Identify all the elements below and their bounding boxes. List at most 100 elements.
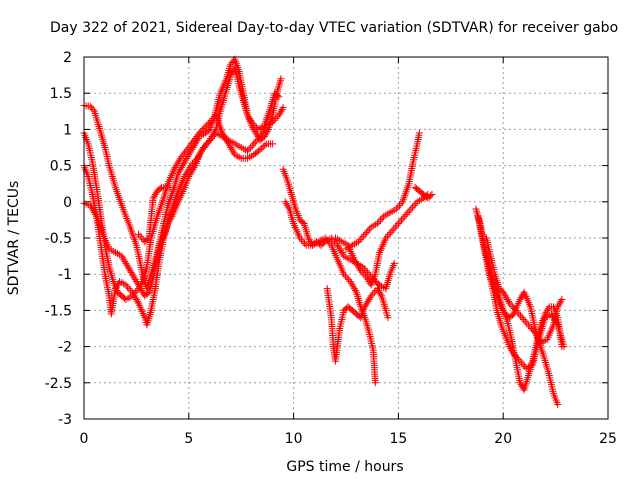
data-point-marker	[130, 292, 138, 300]
y-tick-label: -2	[58, 340, 72, 356]
data-point-marker	[269, 118, 277, 126]
data-point-marker	[428, 191, 436, 199]
data-point-marker	[347, 279, 355, 287]
data-point-marker	[557, 297, 565, 305]
data-point-marker	[521, 317, 529, 325]
data-point-marker	[190, 136, 198, 144]
data-point-marker	[345, 276, 353, 284]
data-point-marker	[409, 203, 417, 211]
data-point-marker	[200, 124, 208, 132]
data-point-marker	[518, 292, 526, 300]
data-point-marker	[247, 116, 255, 124]
data-point-marker	[123, 261, 131, 269]
data-point-marker	[243, 147, 251, 155]
data-point-marker	[274, 92, 282, 100]
data-point-marker	[533, 332, 541, 340]
data-point-marker	[516, 312, 524, 320]
data-point-marker	[526, 323, 534, 331]
data-point-marker	[186, 142, 194, 150]
data-point-marker	[129, 272, 137, 280]
data-point-marker	[508, 346, 516, 354]
data-point-marker	[513, 308, 521, 316]
data-point-marker	[132, 277, 140, 285]
data-point-marker	[129, 290, 137, 298]
data-point-marker	[175, 156, 183, 164]
data-point-marker	[371, 379, 379, 387]
data-point-marker	[193, 133, 201, 141]
data-point-marker	[139, 236, 147, 244]
y-tick-label: -0.5	[45, 231, 72, 247]
data-point-marker	[323, 236, 331, 244]
data-point-marker	[132, 296, 140, 304]
data-point-marker	[515, 310, 523, 318]
data-point-marker	[363, 299, 371, 307]
data-point-marker	[281, 198, 289, 206]
data-point-marker	[210, 131, 218, 139]
data-point-marker	[502, 294, 510, 302]
data-point-marker	[177, 163, 185, 171]
data-point-marker	[149, 194, 157, 202]
data-point-marker	[517, 294, 525, 302]
data-point-marker	[352, 259, 360, 267]
data-point-marker	[556, 299, 564, 307]
data-point-marker	[258, 129, 266, 137]
data-point-marker	[204, 120, 212, 128]
data-point-marker	[516, 379, 524, 387]
data-point-marker	[321, 234, 329, 242]
data-point-marker	[305, 236, 313, 244]
data-point-marker	[543, 306, 551, 314]
data-point-marker	[366, 225, 374, 233]
y-tick-label: 0.5	[50, 159, 72, 175]
data-point-marker	[260, 125, 268, 133]
data-point-marker	[182, 171, 190, 179]
data-point-marker	[520, 315, 528, 323]
data-point-marker	[166, 183, 174, 191]
x-tick-label: 20	[494, 431, 512, 447]
data-point-marker	[144, 235, 152, 243]
data-point-marker	[127, 268, 135, 276]
data-point-marker	[391, 223, 399, 231]
data-point-marker	[207, 134, 215, 142]
data-point-marker	[297, 236, 305, 244]
data-point-marker	[412, 200, 420, 208]
data-point-marker	[284, 203, 292, 211]
data-point-marker	[128, 288, 136, 296]
data-point-marker	[365, 296, 373, 304]
data-point-marker	[376, 288, 384, 296]
data-point-marker	[90, 209, 98, 217]
data-point-marker	[395, 201, 403, 209]
data-point-marker	[182, 156, 190, 164]
data-point-marker	[150, 192, 158, 200]
data-point-marker	[396, 218, 404, 226]
data-point-marker	[226, 142, 234, 150]
data-point-marker	[269, 140, 277, 148]
data-point-marker	[364, 297, 372, 305]
data-point-marker	[179, 151, 187, 159]
data-point-marker	[507, 344, 515, 352]
data-point-marker	[175, 167, 183, 175]
y-tick-label: 1	[63, 122, 72, 138]
data-point-marker	[138, 286, 146, 294]
data-point-marker	[193, 154, 201, 162]
data-point-marker	[554, 401, 562, 409]
data-point-marker	[401, 212, 409, 220]
data-point-marker	[122, 259, 130, 267]
data-point-marker	[348, 281, 356, 289]
data-point-marker	[534, 334, 542, 342]
data-point-marker	[209, 133, 217, 141]
data-point-marker	[203, 121, 211, 129]
x-tick-label: 0	[80, 431, 89, 447]
data-point-marker	[518, 359, 526, 367]
data-point-marker	[278, 105, 286, 113]
y-tick-label: 0	[63, 195, 72, 211]
data-point-marker	[128, 270, 136, 278]
data-point-marker	[374, 286, 382, 294]
data-point-marker	[246, 115, 254, 123]
data-point-marker	[88, 205, 96, 213]
data-point-marker	[180, 160, 188, 168]
data-point-marker	[256, 146, 264, 154]
data-point-marker	[111, 285, 119, 293]
data-point-marker	[120, 256, 128, 264]
data-point-marker	[197, 147, 205, 155]
data-point-marker	[351, 258, 359, 266]
